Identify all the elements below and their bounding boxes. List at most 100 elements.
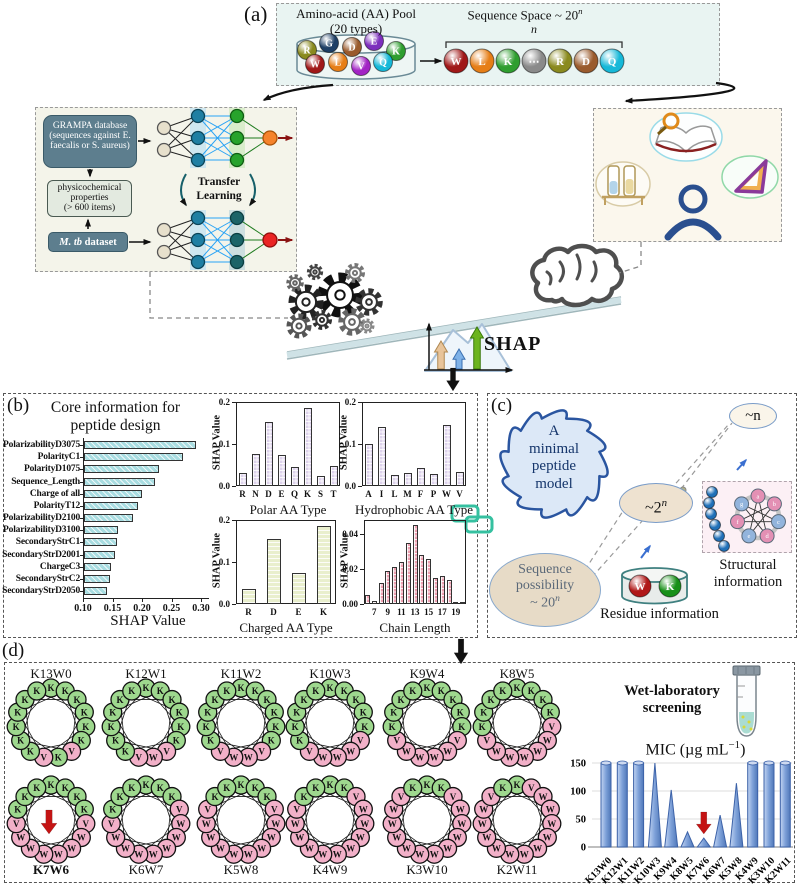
bar [290,467,299,486]
x-cat-label: 11 [397,607,406,617]
x-cat-label: 19 [451,607,461,617]
y-tick [80,591,83,593]
panel-b-label: (b) [7,395,30,416]
x-tick [142,598,143,602]
x-cat-label: 13 [410,607,420,617]
panel-b-title-line2: peptide design [70,417,161,434]
structural-info-label: Structural information [713,557,783,591]
chart-frame [362,402,466,486]
y-tick [80,578,83,580]
x-cat-label: A [365,489,372,499]
y-tick [80,566,83,568]
wheel-label: K5W8 [223,862,259,877]
y-tick [80,469,83,471]
bar [371,600,377,604]
chart-title: Hydrophobic AA Type [354,502,473,517]
x-cat-label: P [430,489,437,499]
panel-c-label: (c) [491,395,513,416]
bar [378,583,384,604]
panel-d-label: (d) [2,640,25,661]
y-tick [360,604,364,605]
x-cat-label: L [391,489,398,499]
wheel-label: K3W10 [406,862,448,877]
chart-frame [236,520,336,604]
y-tick [360,569,364,570]
bar [419,555,425,604]
x-tick-label: 0.20 [133,603,151,614]
bar [398,562,404,604]
x-tick-label: 0.10 [74,603,92,614]
x-cat-label: R [239,489,246,499]
y-tick [232,402,236,403]
x-axis-title: SHAP Value [110,613,186,629]
flow-down-arrow [446,367,460,392]
x-tick [201,598,202,602]
feature-label: SecondaryStrD2001 [2,549,80,560]
y-tick [80,542,83,544]
chart-frame [236,402,340,486]
bar [329,465,338,486]
physico-line1: physicochemical [57,183,122,193]
shap-bar [84,538,118,547]
shap-bar [84,562,112,571]
x-cat-label: R [245,607,252,617]
x-cat-label: 7 [371,607,377,617]
y-axis-title: SHAP Value [211,532,223,589]
grampa-line3: faecalis or S. aureus) [50,141,130,151]
chart-title: Chain Length [379,620,451,635]
y-tick [232,562,236,563]
x-tick [112,598,114,602]
x-axis [83,598,209,599]
x-cat-label: M [403,489,412,499]
y-tick [358,402,362,403]
knowledge-icons-box [593,108,782,242]
wheel-label: K10W3 [309,666,351,681]
x-cat-label: K [303,489,311,499]
feature-label: SecondaryStrD2050 [2,586,80,597]
x-cat-label: F [417,489,424,499]
y-tick [80,445,83,446]
gear-icon [306,263,324,281]
shap-bar [84,465,159,474]
bar [264,422,273,486]
shap-up-arrow [433,340,449,370]
y-axis-title: SHAP Value [211,414,223,471]
y-tick-label: 0.0 [218,481,230,491]
y-tick-label: 0.1 [218,439,230,449]
bar [446,579,452,604]
y-tick [80,505,83,507]
grampa-line1: GRAMPA database [52,121,128,131]
feature-label: SecondaryStrC2 [15,573,80,584]
gear-icon [312,310,332,330]
feature-label: PolarityC1 [37,452,81,463]
x-cat-label: 9 [385,607,391,617]
bar [316,475,325,486]
aa-pool-title: Amino-acid (AA) Pool [296,6,416,21]
gear-icon [286,313,312,339]
x-cat-label: T [330,489,337,499]
wheel-label: K7W6 [32,862,70,877]
wet-lab-label: Wet-laboratory screening [624,683,720,717]
wheel-label: K4W9 [312,862,348,877]
y-tick-label: 0.2 [218,515,230,525]
x-cat-label: K [319,607,327,617]
bar [453,602,459,605]
shap-bar [84,514,133,523]
shap-label: SHAP [484,333,542,355]
grampa-database-box: GRAMPA database (sequences against E. fa… [43,115,137,168]
y-tick-label: 0.2 [344,397,356,407]
mtb-dataset-box: M. tb dataset [48,232,128,252]
x-cat-label: N [252,489,259,499]
y-tick-label: 0.2 [218,397,230,407]
bar [455,471,464,486]
arrow-a-to-training [262,83,334,101]
y-tick-label: 0.1 [218,557,230,567]
chart-title: Charged AA Type [239,620,333,635]
x-cat-label: S [317,489,323,499]
feature-label: Charge of all [29,488,80,499]
x-cat-label: D [270,607,277,617]
shap-bar [84,526,119,535]
x-cat-label: 17 [437,607,447,617]
gear-icon [355,288,383,316]
dashed-connector-right [618,242,642,274]
